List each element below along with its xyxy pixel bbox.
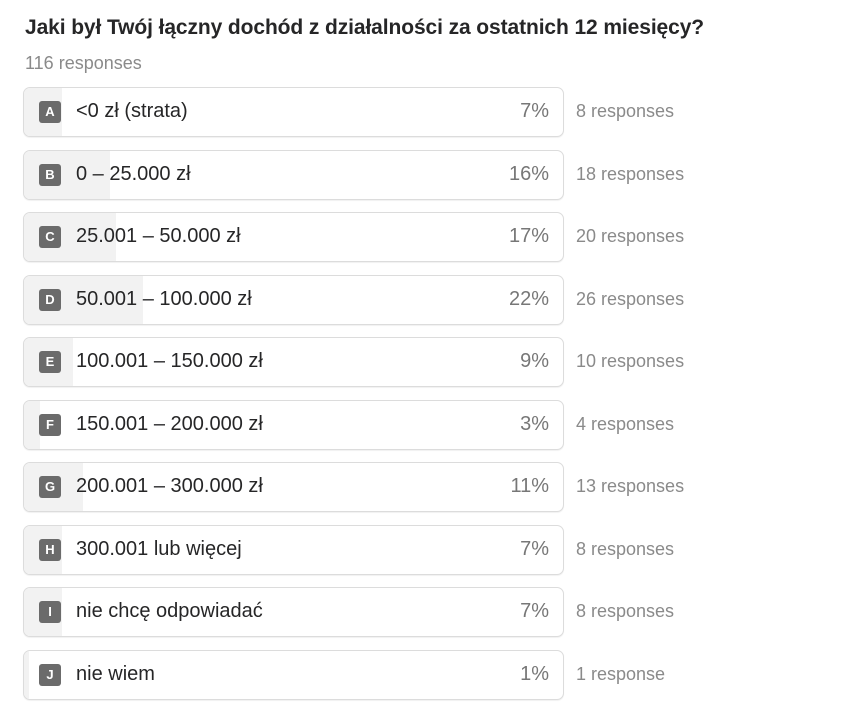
option-bar[interactable]: H 300.001 lub więcej 7% — [23, 524, 564, 575]
option-bar[interactable]: E 100.001 – 150.000 zł 9% — [23, 337, 564, 387]
option-label: nie chcę odpowiadać — [76, 600, 263, 622]
option-percent: 1% — [520, 662, 549, 685]
option-fill-bar — [24, 400, 41, 449]
option-bar[interactable]: G 200.001 – 300.000 zł 11% — [23, 462, 564, 512]
option-label: 0 – 25.000 zł — [76, 162, 191, 185]
option-label: 300.001 lub więcej — [76, 537, 242, 560]
option-percent: 7% — [520, 600, 549, 622]
option-percent: 7% — [520, 537, 549, 560]
option-response-count: 18 responses — [576, 163, 685, 184]
option-percent: 17% — [508, 225, 549, 247]
option-percent: 16% — [508, 162, 549, 185]
option-response-count: 26 responses — [576, 288, 685, 309]
option-percent: 22% — [508, 287, 549, 310]
option-row: F 150.001 – 200.000 zł 3% 4 responses — [23, 399, 823, 450]
option-fill-bar — [24, 150, 111, 199]
option-label: <0 zł (strata) — [76, 100, 188, 122]
option-row: J nie wiem 1% 1 response — [23, 649, 823, 700]
options-list: A <0 zł (strata) 7% 8 responses B 0 – 25… — [23, 87, 823, 712]
option-percent: 3% — [520, 412, 549, 435]
option-row: I nie chcę odpowiadać 7% 8 responses — [23, 587, 823, 637]
option-label: 100.001 – 150.000 zł — [76, 350, 263, 372]
option-letter-badge: B — [39, 163, 61, 186]
option-row: A <0 zł (strata) 7% 8 responses — [23, 87, 823, 137]
option-row: H 300.001 lub więcej 7% 8 responses — [23, 524, 823, 575]
option-row: G 200.001 – 300.000 zł 11% 13 responses — [23, 462, 823, 512]
option-response-count: 1 response — [576, 663, 666, 684]
option-letter-badge: I — [39, 601, 61, 623]
option-bar[interactable]: D 50.001 – 100.000 zł 22% — [23, 274, 564, 325]
option-label: 200.001 – 300.000 zł — [76, 475, 263, 497]
option-bar[interactable]: I nie chcę odpowiadać 7% — [23, 587, 564, 637]
option-letter-badge: F — [39, 413, 61, 436]
option-percent: 9% — [520, 350, 549, 372]
option-label: 25.001 – 50.000 zł — [76, 225, 241, 247]
option-response-count: 8 responses — [576, 601, 675, 621]
option-label: 50.001 – 100.000 zł — [76, 287, 252, 310]
option-row: B 0 – 25.000 zł 16% 18 responses — [23, 149, 823, 200]
option-percent: 7% — [520, 100, 549, 122]
option-fill-bar — [24, 650, 30, 699]
option-letter-badge: A — [39, 101, 61, 123]
option-label: 150.001 – 200.000 zł — [76, 412, 263, 435]
option-row: C 25.001 – 50.000 zł 17% 20 responses — [23, 212, 823, 262]
option-letter-badge: G — [39, 476, 61, 498]
option-bar[interactable]: A <0 zł (strata) 7% — [23, 87, 564, 137]
option-response-count: 8 responses — [576, 101, 675, 121]
option-bar[interactable]: F 150.001 – 200.000 zł 3% — [23, 399, 564, 450]
option-bar[interactable]: C 25.001 – 50.000 zł 17% — [23, 212, 564, 262]
option-letter-badge: E — [39, 351, 61, 373]
option-bar[interactable]: J nie wiem 1% — [23, 649, 564, 700]
option-response-count: 20 responses — [576, 226, 685, 246]
option-letter-badge: J — [39, 663, 61, 686]
option-letter-badge: D — [39, 288, 61, 311]
option-response-count: 10 responses — [576, 351, 685, 371]
option-letter-badge: H — [39, 538, 61, 561]
option-row: E 100.001 – 150.000 zł 9% 10 responses — [23, 337, 823, 387]
total-responses: 116 responses — [25, 53, 142, 73]
option-percent: 11% — [510, 475, 549, 497]
option-label: nie wiem — [76, 662, 155, 685]
option-row: D 50.001 – 100.000 zł 22% 26 responses — [23, 274, 823, 325]
option-response-count: 13 responses — [576, 476, 685, 496]
question-title: Jaki był Twój łączny dochód z działalnoś… — [25, 16, 705, 39]
option-letter-badge: C — [39, 226, 61, 248]
option-bar[interactable]: B 0 – 25.000 zł 16% — [23, 149, 564, 200]
option-response-count: 4 responses — [576, 413, 675, 434]
option-response-count: 8 responses — [576, 538, 675, 559]
